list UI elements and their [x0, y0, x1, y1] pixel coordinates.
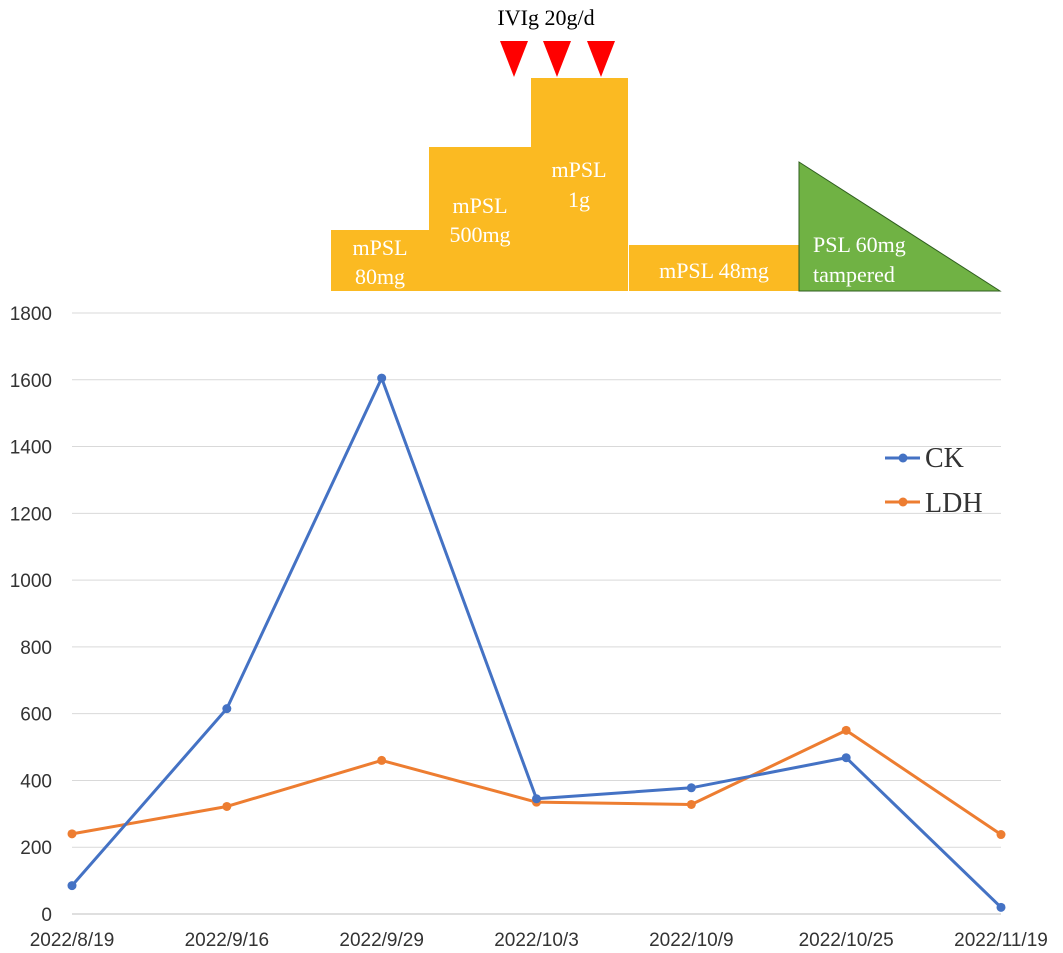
- series-ck-point: [532, 794, 541, 804]
- series-ldh-point: [222, 801, 232, 811]
- gridlines: [72, 312, 1001, 915]
- y-axis-ticks: 0 200 400 600 800 1000 1200 1400 1600 1800: [10, 304, 52, 926]
- mpsl-80mg-label-line1: mPSL: [352, 235, 407, 260]
- y-tick-label: 1400: [10, 438, 52, 459]
- legend-ck-marker: [898, 453, 908, 463]
- psl-taper-triangle: [798, 161, 1002, 292]
- x-tick-label: 2022/9/29: [339, 930, 424, 951]
- series-ck-point: [841, 753, 851, 763]
- x-tick-label: 2022/11/19: [954, 930, 1048, 951]
- y-tick-label: 0: [41, 905, 52, 926]
- y-tick-label: 200: [20, 838, 52, 859]
- mpsl-500mg-label-line1: mPSL: [452, 193, 507, 218]
- mpsl-1g-bar: [531, 78, 628, 291]
- mpsl-80mg-label-line2: 80mg: [355, 264, 405, 289]
- x-axis-ticks: 2022/8/19 2022/9/16 2022/9/29 2022/10/3 2022…: [30, 930, 1048, 951]
- series-ldh-line: [71, 728, 1002, 836]
- series-ldh-point: [67, 829, 77, 839]
- legend-ldh-marker: [898, 497, 908, 507]
- mpsl-48mg-bar: [629, 245, 799, 291]
- series-ck-point: [67, 881, 77, 891]
- psl-60mg-label-line1: PSL 60mg: [813, 232, 906, 257]
- x-tick-label: 2022/10/25: [799, 930, 894, 951]
- series-ldh-point: [686, 799, 696, 809]
- mpsl-1g-label-line1: mPSL: [551, 157, 606, 182]
- series-ldh-point: [996, 830, 1006, 840]
- y-tick-label: 1000: [10, 571, 52, 592]
- legend: CK LDH: [885, 443, 983, 519]
- x-tick-label: 2022/9/16: [185, 930, 270, 951]
- series-ldh-point: [841, 725, 851, 735]
- series-ck-point: [996, 902, 1006, 912]
- y-tick-label: 1200: [10, 504, 52, 525]
- y-tick-label: 600: [20, 705, 52, 726]
- mpsl-500mg-bar: [429, 147, 531, 291]
- y-tick-label: 1800: [10, 304, 52, 325]
- y-tick-label: 800: [20, 638, 52, 659]
- mpsl-80mg-bar: [331, 230, 429, 291]
- mpsl-48mg-label: mPSL 48mg: [659, 258, 769, 283]
- ivig-dose-marker: [543, 41, 571, 77]
- psl-60mg-label-line2: tampered: [813, 262, 895, 287]
- series-ck-point: [377, 373, 387, 383]
- ivig-label: IVIg 20g/d: [497, 5, 594, 30]
- ivig-dose-marker: [587, 41, 615, 77]
- legend-ldh-label: LDH: [925, 488, 983, 519]
- series-ck-point: [222, 704, 232, 714]
- treatment-timeline: mPSL 80mg mPSL 500mg mPSL 1g mPSL 48mg P…: [331, 5, 1002, 292]
- y-tick-label: 1600: [10, 371, 52, 392]
- mpsl-500mg-label-line2: 500mg: [449, 222, 510, 247]
- legend-ck-label: CK: [925, 443, 964, 474]
- x-tick-label: 2022/10/9: [649, 930, 734, 951]
- series-ck-point: [686, 783, 696, 793]
- x-tick-label: 2022/8/19: [30, 930, 115, 951]
- series-ck-line: [70, 376, 1003, 909]
- y-tick-label: 400: [20, 771, 52, 792]
- x-tick-label: 2022/10/3: [494, 930, 579, 951]
- series-lines: [67, 373, 1006, 912]
- ivig-dose-marker: [500, 41, 528, 77]
- series-ldh-point: [377, 755, 387, 765]
- ivig-markers: [500, 41, 615, 77]
- mpsl-1g-label-line2: 1g: [568, 187, 590, 212]
